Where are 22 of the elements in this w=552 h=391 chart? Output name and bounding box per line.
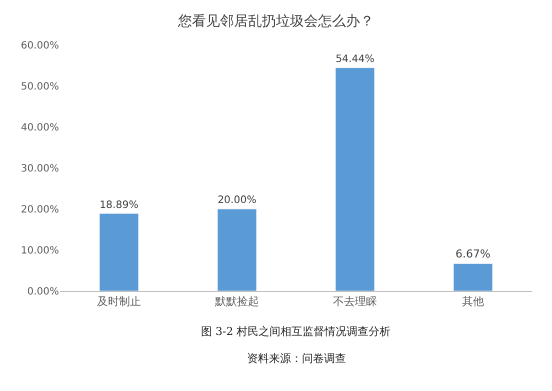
y-tick-label: 20.00% — [20, 204, 59, 216]
y-tick-label: 40.00% — [20, 122, 59, 134]
data-label: 54.44% — [336, 54, 375, 66]
x-tick-label: 不去理睬 — [333, 295, 377, 308]
y-tick-label: 60.00% — [20, 40, 59, 52]
data-label: 20.00% — [218, 195, 257, 206]
y-tick-label: 50.00% — [20, 82, 59, 92]
data-label: 18.89% — [100, 200, 139, 211]
bar — [453, 263, 493, 291]
y-tick-label: 0.00% — [27, 286, 59, 298]
text: 资料来源：问卷调查 — [247, 352, 346, 365]
x-tick-label: 及时制止 — [97, 295, 141, 308]
x-tick-label: 其他 — [462, 295, 484, 308]
x-tick-label: 默默捡起 — [214, 295, 259, 308]
bar — [217, 208, 257, 291]
bar — [335, 68, 375, 291]
y-tick-label: 30.00% — [20, 164, 59, 174]
chart-title: 您看见邻居乱扔垃圾会怎么办？ — [177, 13, 374, 30]
data-label: 6.67% — [456, 248, 490, 261]
y-tick-label: 10.00% — [20, 246, 59, 256]
caption: 图 3-2 村民之间相互监督情况调查分析 — [201, 325, 391, 338]
bar — [99, 213, 139, 291]
